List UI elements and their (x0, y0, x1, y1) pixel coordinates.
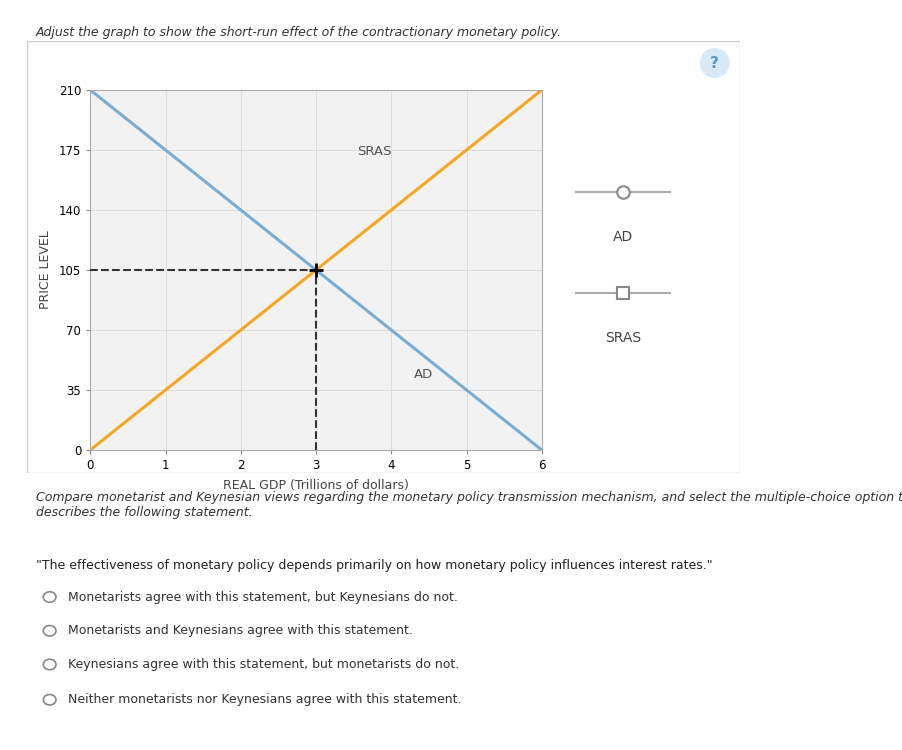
Text: Monetarists and Keynesians agree with this statement.: Monetarists and Keynesians agree with th… (68, 624, 412, 638)
Text: Compare monetarist and Keynesian views regarding the monetary policy transmissio: Compare monetarist and Keynesian views r… (36, 491, 902, 519)
Text: SRAS: SRAS (357, 146, 391, 158)
X-axis label: REAL GDP (Trillions of dollars): REAL GDP (Trillions of dollars) (223, 479, 409, 492)
Text: Monetarists agree with this statement, but Keynesians do not.: Monetarists agree with this statement, b… (68, 590, 457, 604)
Text: Neither monetarists nor Keynesians agree with this statement.: Neither monetarists nor Keynesians agree… (68, 693, 461, 706)
Text: AD: AD (413, 368, 433, 381)
Y-axis label: PRICE LEVEL: PRICE LEVEL (39, 231, 52, 309)
Text: Adjust the graph to show the short-run effect of the contractionary monetary pol: Adjust the graph to show the short-run e… (36, 26, 562, 39)
Text: "The effectiveness of monetary policy depends primarily on how monetary policy i: "The effectiveness of monetary policy de… (36, 559, 712, 572)
FancyBboxPatch shape (27, 41, 740, 472)
Text: AD: AD (612, 230, 632, 244)
Text: ?: ? (710, 56, 718, 70)
Circle shape (700, 49, 728, 77)
Text: Keynesians agree with this statement, but monetarists do not.: Keynesians agree with this statement, bu… (68, 658, 458, 671)
Text: SRAS: SRAS (604, 331, 640, 344)
